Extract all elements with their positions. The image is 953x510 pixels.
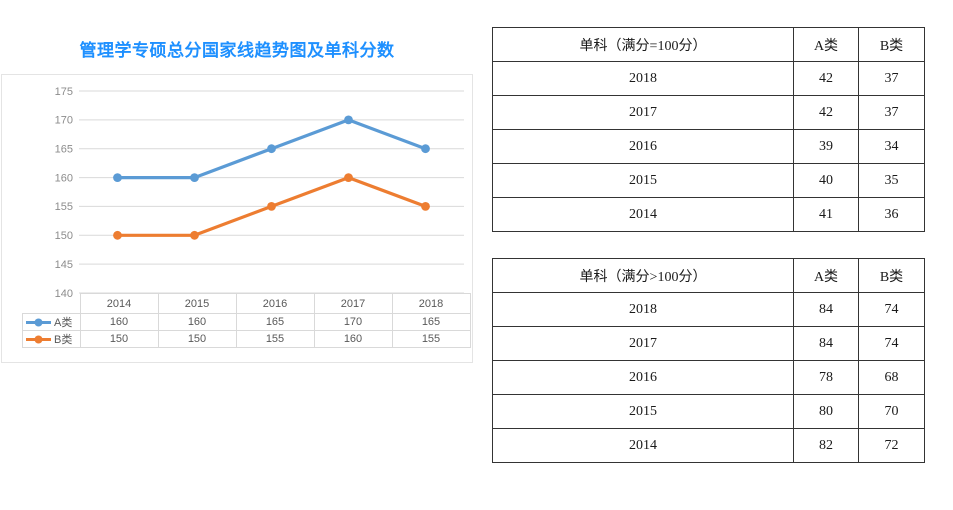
score-table-header-cell: A类	[793, 258, 859, 293]
chart-table-year-cell: 2014	[79, 293, 159, 314]
score-table-year-cell: 2016	[492, 360, 794, 395]
score-table-row: 2018 42 37	[492, 61, 925, 96]
legend-item-A类: A类	[22, 313, 81, 331]
score-table-header-cell: B类	[858, 258, 925, 293]
score-table-value-cell: 80	[793, 394, 859, 429]
y-axis-tick-label: 160	[55, 172, 73, 184]
score-table-year-cell: 2016	[492, 129, 794, 164]
chart-table-value-cell: 155	[235, 330, 315, 348]
chart-table-value-cell: 170	[313, 313, 393, 331]
score-table-value-cell: 37	[858, 61, 925, 96]
score-table-year-cell: 2014	[492, 197, 794, 232]
score-table-row: 2017 84 74	[492, 326, 925, 361]
legend-label: B类	[54, 334, 73, 346]
score-table-value-cell: 35	[858, 163, 925, 198]
chart-table-series-row: A类 160 160 165 170 165	[22, 313, 471, 331]
score-table-year-cell: 2015	[492, 394, 794, 429]
chart-table-value-cell: 165	[235, 313, 315, 331]
score-table-value-cell: 36	[858, 197, 925, 232]
chart-title: 管理学专硕总分国家线趋势图及单科分数	[79, 41, 395, 60]
score-table-value-cell: 82	[793, 428, 859, 463]
data-point-B类	[190, 230, 199, 240]
chart-table-value-cell: 155	[391, 330, 471, 348]
score-table-value-cell: 68	[858, 360, 925, 395]
score-table-value-cell: 41	[793, 197, 859, 232]
y-axis-tick-label: 145	[55, 259, 73, 271]
series-line-A类	[115, 118, 428, 180]
score-table-value-cell: 72	[858, 428, 925, 463]
data-point-A类	[190, 173, 199, 182]
chart-table-value-cell: 150	[157, 330, 237, 348]
score-table-value-cell: 84	[793, 292, 859, 327]
score-table-year-cell: 2017	[492, 326, 794, 361]
y-axis-tick-label: 155	[55, 201, 73, 213]
score-table-row: 2014 41 36	[492, 197, 925, 232]
score-table-row: 2014 82 72	[492, 428, 925, 463]
chart-table-value-cell: 165	[391, 313, 471, 331]
y-axis-tick-label: 170	[55, 115, 73, 127]
score-table-header-row: 单科（满分=100分） A类 B类	[492, 27, 925, 62]
chart-table-year-cell: 2017	[313, 293, 393, 314]
score-table-value-cell: 42	[793, 61, 859, 96]
data-point-B类	[344, 173, 353, 182]
y-axis-tick-label: 165	[55, 144, 73, 156]
score-table-value-cell: 84	[793, 326, 859, 361]
legend-item-B类: B类	[22, 330, 81, 348]
chart-table-year-cell: 2018	[391, 293, 471, 314]
score-table-header-cell: A类	[793, 27, 859, 62]
data-point-B类	[267, 202, 276, 211]
score-table-header-cell: B类	[858, 27, 925, 62]
chart-table-year-cell: 2016	[235, 293, 315, 314]
data-point-A类	[267, 144, 276, 154]
score-table-row: 2018 84 74	[492, 292, 925, 327]
trend-chart: 175 170 165 160 155 150 145 140 2014 2015 2016 201…	[1, 74, 473, 363]
data-point-A类	[344, 115, 353, 125]
chart-table-value-cell: 150	[79, 330, 159, 348]
chart-data-table: 2014 2015 2016 2017 2018 A类 160 160 165 170 165 B类 1…	[22, 293, 471, 348]
legend-key-icon	[26, 335, 51, 343]
score-table-year-cell: 2017	[492, 95, 794, 130]
score-table-value-cell: 40	[793, 163, 859, 198]
score-table-row: 2016 78 68	[492, 360, 925, 395]
data-point-A类	[113, 173, 122, 182]
score-table-year-cell: 2018	[492, 61, 794, 96]
score-table-row: 2017 42 37	[492, 95, 925, 130]
score-table-max-eq-100: 单科（满分=100分） A类 B类 2018 42 37 2017 42 37 2016 39 34 2…	[492, 27, 925, 232]
score-table-value-cell: 78	[793, 360, 859, 395]
score-table-value-cell: 70	[858, 394, 925, 429]
data-point-A类	[421, 144, 430, 154]
y-axis-tick-label: 175	[55, 86, 73, 98]
score-table-header-cell: 单科（满分>100分）	[492, 258, 794, 293]
score-table-max-gt-100: 单科（满分>100分） A类 B类 2018 84 74 2017 84 74 2016 78 68 2…	[492, 258, 925, 463]
data-point-B类	[113, 230, 122, 240]
chart-table-value-cell: 160	[79, 313, 159, 331]
score-table-year-cell: 2018	[492, 292, 794, 327]
score-table-year-cell: 2015	[492, 163, 794, 198]
score-table-value-cell: 37	[858, 95, 925, 130]
score-table-year-cell: 2014	[492, 428, 794, 463]
legend-key-icon	[26, 318, 51, 326]
score-table-row: 2015 40 35	[492, 163, 925, 198]
score-table-header-row: 单科（满分>100分） A类 B类	[492, 258, 925, 293]
score-table-header-cell: 单科（满分=100分）	[492, 27, 794, 62]
chart-table-value-cell: 160	[157, 313, 237, 331]
data-point-B类	[421, 202, 430, 211]
score-table-value-cell: 74	[858, 292, 925, 327]
legend-label: A类	[54, 317, 73, 329]
score-table-value-cell: 39	[793, 129, 859, 164]
series-line-B类	[115, 175, 428, 237]
chart-table-corner	[23, 294, 81, 314]
chart-table-year-cell: 2015	[157, 293, 237, 314]
score-table-value-cell: 42	[793, 95, 859, 130]
score-table-value-cell: 74	[858, 326, 925, 361]
score-table-value-cell: 34	[858, 129, 925, 164]
score-table-row: 2015 80 70	[492, 394, 925, 429]
chart-table-series-row: B类 150 150 155 160 155	[22, 330, 471, 348]
chart-table-value-cell: 160	[313, 330, 393, 348]
score-table-row: 2016 39 34	[492, 129, 925, 164]
y-axis-tick-label: 150	[55, 230, 73, 242]
chart-table-year-row: 2014 2015 2016 2017 2018	[23, 293, 471, 314]
